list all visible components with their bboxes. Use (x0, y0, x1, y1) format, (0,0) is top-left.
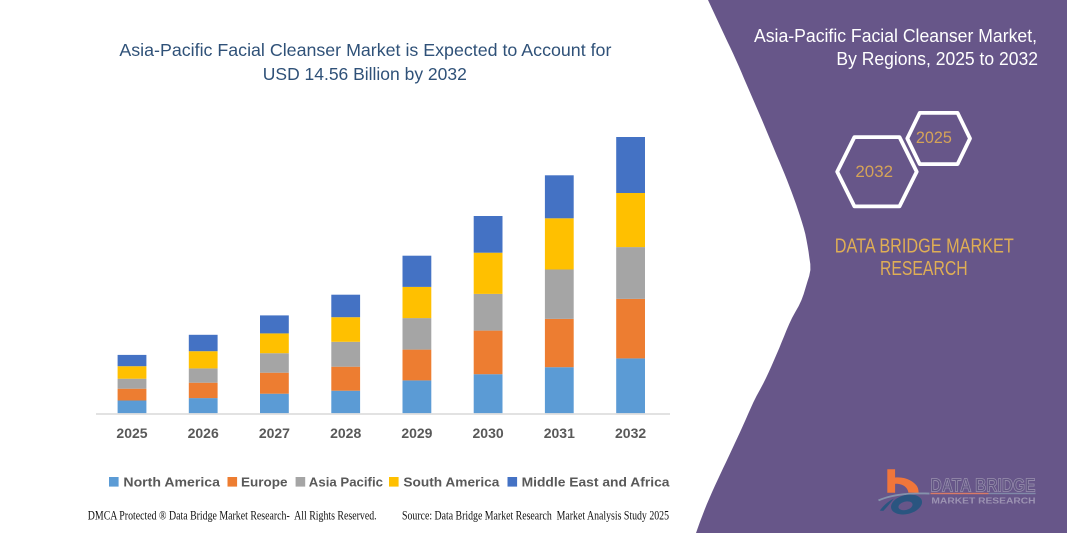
svg-text:USD 14.56 Billion by 2032: USD 14.56 Billion by 2032 (263, 64, 467, 84)
svg-text:South America: South America (403, 475, 500, 490)
svg-text:2032: 2032 (615, 425, 646, 441)
svg-text:2025: 2025 (916, 128, 952, 147)
svg-text:Asia-Pacific Facial Cleanser M: Asia-Pacific Facial Cleanser Market, (754, 25, 1037, 46)
svg-text:North America: North America (123, 475, 220, 490)
svg-text:2027: 2027 (259, 425, 290, 441)
svg-text:By Regions, 2025 to 2032: By Regions, 2025 to 2032 (836, 48, 1038, 69)
svg-text:Middle East and Africa: Middle East and Africa (522, 475, 671, 490)
svg-text:2030: 2030 (473, 425, 504, 441)
svg-text:RESEARCH: RESEARCH (880, 258, 968, 280)
svg-text:MARKET RESEARCH: MARKET RESEARCH (931, 496, 1036, 505)
svg-text:DATA BRIDGE: DATA BRIDGE (931, 475, 1036, 496)
svg-text:Asia Pacific: Asia Pacific (309, 475, 383, 490)
svg-text:2028: 2028 (330, 425, 361, 441)
svg-text:2026: 2026 (188, 425, 219, 441)
svg-text:DATA BRIDGE MARKET: DATA BRIDGE MARKET (835, 236, 1014, 258)
svg-text:2029: 2029 (401, 425, 432, 441)
svg-text:DMCA Protected ® Data Bridge M: DMCA Protected ® Data Bridge Market Rese… (88, 509, 377, 523)
svg-text:Asia-Pacific Facial Cleanser M: Asia-Pacific Facial Cleanser Market is E… (119, 40, 611, 60)
svg-text:Europe: Europe (241, 475, 288, 490)
svg-text:2031: 2031 (544, 425, 575, 441)
svg-text:2025: 2025 (116, 425, 147, 441)
svg-text:Source: Data Bridge Market Res: Source: Data Bridge Market Research Mark… (402, 509, 669, 523)
svg-text:2032: 2032 (855, 162, 893, 181)
